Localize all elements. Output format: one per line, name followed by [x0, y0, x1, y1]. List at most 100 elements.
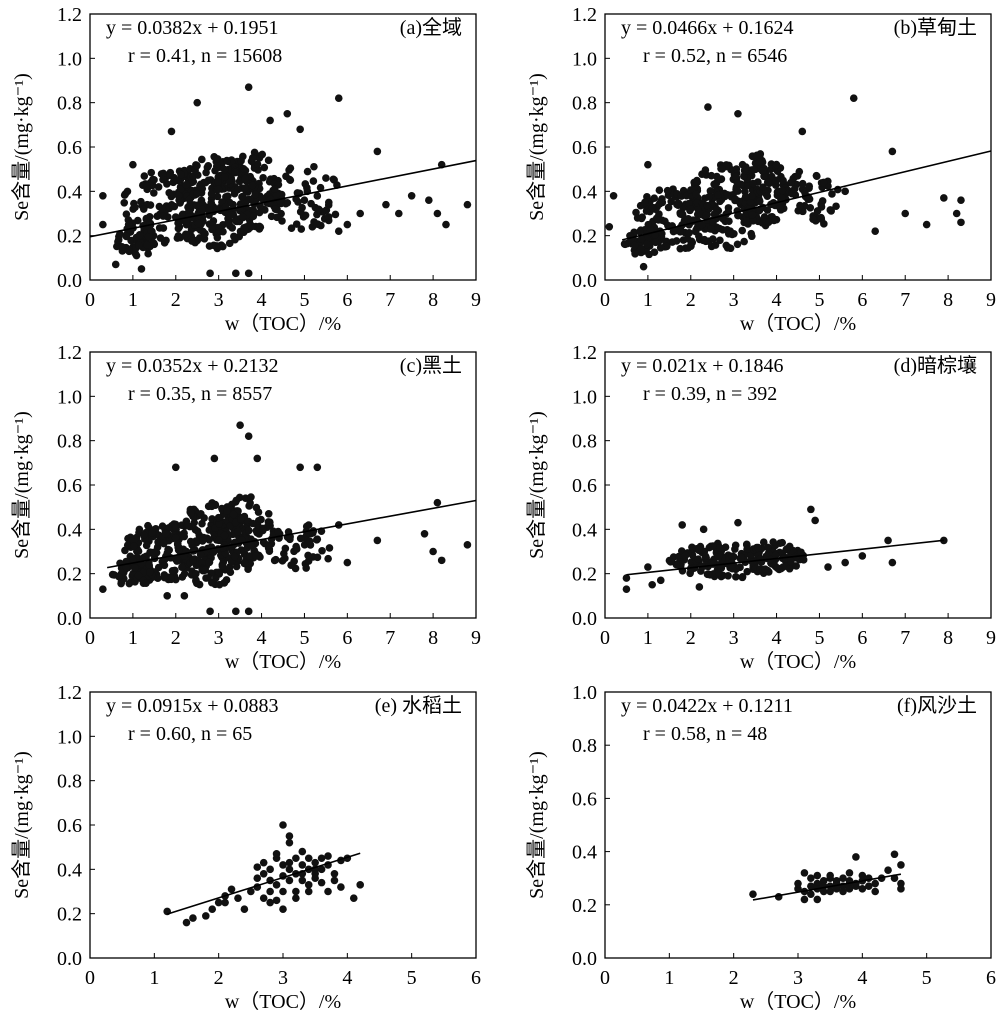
x-axis-title: w（TOC）/%	[740, 312, 856, 335]
data-point	[311, 858, 319, 867]
data-point	[180, 532, 189, 541]
data-point	[245, 552, 254, 560]
data-point	[204, 558, 213, 567]
data-point	[662, 242, 671, 251]
data-point	[734, 211, 743, 220]
points-layer	[605, 94, 965, 271]
data-point	[171, 463, 180, 472]
data-point	[858, 885, 867, 893]
data-point	[771, 551, 780, 560]
regression-stats: r = 0.41, n = 15608	[128, 45, 282, 67]
data-point	[140, 172, 149, 180]
data-point	[650, 248, 659, 256]
data-point	[756, 565, 764, 573]
data-point	[681, 551, 690, 560]
data-point	[259, 858, 268, 867]
data-point	[266, 887, 274, 896]
data-point	[764, 543, 772, 552]
data-point	[707, 224, 715, 233]
data-point	[178, 563, 186, 571]
data-point	[233, 528, 242, 536]
x-tick-label: 4	[857, 967, 867, 989]
data-point	[331, 210, 340, 219]
data-point	[236, 515, 245, 523]
data-point	[201, 566, 209, 574]
x-tick-label: 0	[600, 967, 610, 989]
data-point	[292, 545, 301, 553]
y-tick-label: 0.4	[57, 859, 82, 881]
data-point	[157, 170, 166, 178]
data-point	[258, 526, 267, 535]
data-point	[292, 887, 300, 896]
data-point	[732, 573, 740, 581]
data-point	[702, 211, 710, 220]
data-point	[726, 227, 735, 236]
data-point	[711, 241, 720, 249]
data-point	[193, 98, 202, 107]
data-point	[630, 241, 639, 250]
y-tick-label: 0.2	[572, 564, 597, 586]
points-layer	[99, 83, 472, 278]
data-point	[330, 869, 339, 878]
data-point	[763, 178, 772, 186]
data-point	[664, 221, 672, 230]
data-point	[764, 218, 773, 227]
data-point	[174, 219, 182, 227]
x-tick-label: 2	[171, 289, 181, 311]
data-point	[160, 561, 169, 570]
data-point	[334, 227, 343, 236]
data-point	[657, 197, 665, 205]
data-point	[254, 508, 263, 516]
x-tick-label: 9	[471, 627, 481, 649]
data-point	[227, 210, 236, 219]
data-point	[871, 227, 879, 236]
x-tick-label: 3	[729, 627, 739, 649]
data-point	[198, 205, 207, 214]
data-point	[153, 212, 162, 220]
data-point	[957, 196, 965, 204]
data-point	[631, 250, 639, 258]
data-point	[701, 552, 710, 561]
data-point	[310, 162, 318, 171]
x-tick-label: 4	[772, 627, 782, 649]
data-point	[698, 220, 706, 229]
data-point	[223, 156, 231, 165]
data-point	[173, 557, 181, 565]
data-point	[146, 201, 155, 209]
data-point	[312, 220, 321, 228]
data-point	[160, 573, 169, 582]
data-point	[215, 580, 224, 589]
data-point	[792, 562, 800, 570]
data-point	[807, 505, 815, 514]
data-point	[798, 127, 807, 136]
data-point	[214, 513, 223, 522]
data-point	[761, 565, 770, 574]
x-tick-label: 0	[600, 627, 610, 649]
data-point	[852, 853, 860, 861]
data-point	[710, 210, 719, 219]
data-point	[637, 214, 646, 223]
regression-line	[626, 539, 944, 576]
data-point	[158, 205, 167, 213]
data-point	[373, 147, 382, 156]
data-point	[313, 553, 322, 562]
data-point	[118, 243, 126, 251]
data-point	[166, 171, 174, 180]
x-tick-label: 7	[900, 627, 910, 649]
data-point	[303, 167, 312, 176]
data-point	[758, 167, 767, 175]
data-point	[253, 863, 262, 871]
data-point	[207, 578, 216, 587]
data-point	[826, 871, 834, 880]
data-point	[257, 515, 265, 524]
data-point	[826, 887, 834, 896]
data-point	[281, 544, 290, 553]
data-point	[742, 217, 751, 226]
x-tick-label: 9	[471, 289, 481, 311]
x-tick-label: 8	[428, 627, 438, 649]
data-point	[137, 197, 145, 206]
data-point	[139, 205, 148, 213]
data-point	[155, 224, 164, 232]
data-point	[143, 241, 152, 249]
data-point	[160, 539, 168, 548]
